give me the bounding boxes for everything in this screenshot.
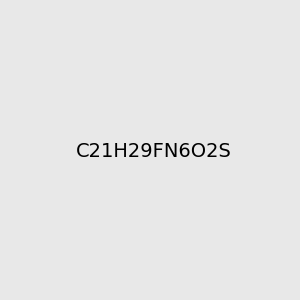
Text: C21H29FN6O2S: C21H29FN6O2S <box>76 142 232 161</box>
